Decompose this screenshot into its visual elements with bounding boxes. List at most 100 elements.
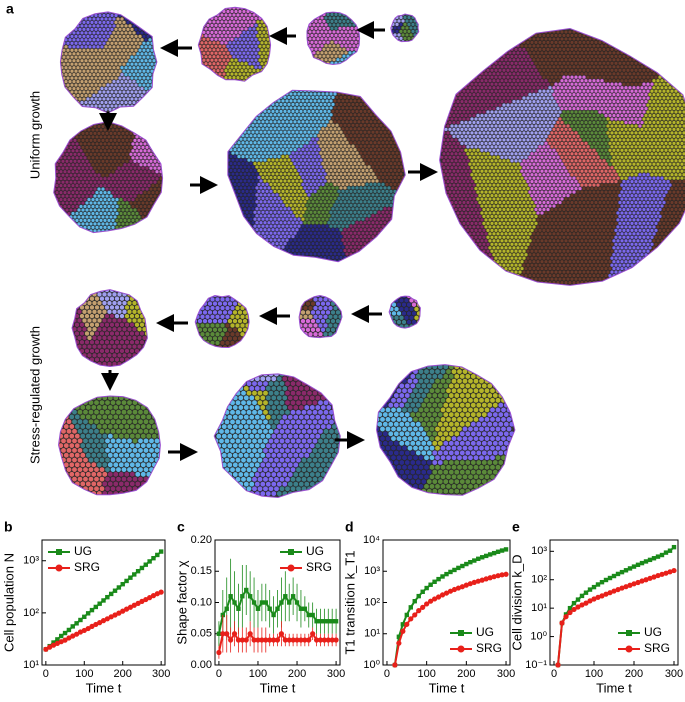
cell [306,144,312,149]
cell [215,26,221,32]
cell [290,130,296,135]
cell [669,95,675,101]
cell [86,204,92,209]
cell [493,75,499,80]
cell [68,159,74,164]
cell [304,91,310,97]
cell [657,68,663,73]
cell [80,200,86,206]
cell [67,65,73,70]
cell [296,140,302,145]
cell [289,85,293,89]
cell [336,210,342,215]
cell [308,217,314,222]
cell [330,227,336,232]
cell [239,75,245,80]
cell [497,109,503,115]
cell [619,78,625,83]
cell [324,119,330,124]
cell [138,183,144,188]
cell [543,78,549,83]
cell [276,140,282,145]
cell [245,44,251,49]
cell [126,121,132,126]
cell [94,211,100,216]
cell [223,12,229,18]
cell [256,224,262,229]
cell [74,218,80,223]
cell [121,69,127,74]
cell [507,43,513,49]
cell [113,27,119,32]
cell [499,78,505,83]
cell [300,147,306,152]
cell [308,168,314,173]
cell [497,47,503,52]
cell [324,237,330,243]
cell [338,102,344,107]
cell [239,12,245,18]
cell [326,144,332,149]
cell [491,50,497,56]
cell [99,16,105,22]
cell [68,166,74,171]
cell [244,133,250,138]
cell [87,72,93,77]
cell [481,109,487,115]
cell [142,204,148,209]
cell [547,78,553,83]
cell [627,43,633,49]
cell [229,30,235,35]
cell [368,189,374,194]
cell [292,147,298,152]
cell [296,161,302,166]
cell [360,112,366,117]
cell [99,100,105,105]
cell [276,251,282,257]
cell [323,57,329,62]
cell [591,57,597,62]
cell [311,36,317,41]
cell [60,159,66,164]
cell [304,258,310,262]
cell [232,133,238,138]
cell [322,199,328,204]
cell [655,78,661,83]
cell [573,75,579,80]
cell [621,68,627,73]
cell [280,237,286,243]
cell [675,99,681,104]
cell [321,47,327,52]
cell [382,171,388,177]
cell [483,92,489,97]
cell [597,47,603,52]
cell [308,189,314,194]
cell [637,102,643,108]
cell [54,190,60,195]
cell [575,43,581,49]
cell [511,64,517,69]
cell [276,237,282,243]
cell [404,32,410,38]
cell [589,75,595,80]
cell [310,206,316,211]
cell [489,89,495,94]
cell [247,54,253,59]
cell [551,85,557,90]
cell [225,37,231,42]
cell [533,75,539,80]
cell [300,231,306,236]
cell [123,65,129,70]
cell [81,48,87,53]
cell [96,131,102,136]
cell [229,16,235,21]
cell [372,161,378,166]
cell [324,133,330,138]
cell [213,58,219,63]
cell [252,210,258,215]
cell [388,154,394,159]
cell [330,123,336,128]
cell [282,192,288,198]
cell [475,92,481,97]
cell [105,55,111,60]
